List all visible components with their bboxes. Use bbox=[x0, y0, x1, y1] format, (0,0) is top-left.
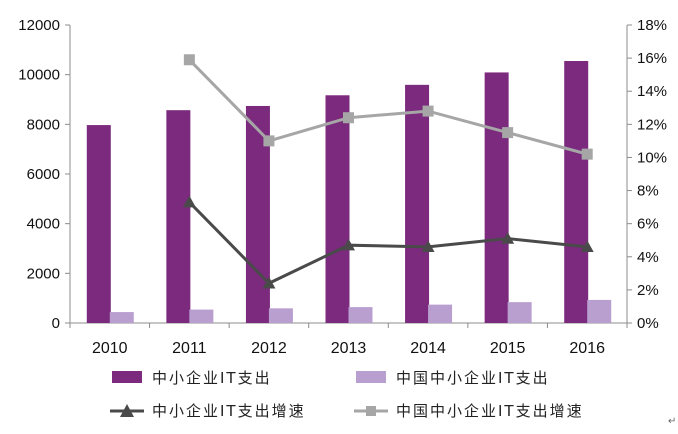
growth-china-sme-point bbox=[263, 135, 275, 147]
right-tick-label: 2% bbox=[637, 282, 659, 299]
bar-china-sme-it-spending bbox=[507, 302, 532, 323]
growth-sme-point bbox=[501, 232, 515, 244]
left-tick-label: 0 bbox=[52, 315, 60, 332]
legend-sme-growth-marker bbox=[120, 404, 134, 417]
legend-china-sme-it-spending-swatch bbox=[356, 371, 386, 383]
growth-china-sme-line bbox=[188, 58, 588, 156]
growth-sme-point bbox=[421, 240, 435, 253]
x-tick-label: 2012 bbox=[251, 340, 287, 357]
legend-sme-growth-label: 中小企业IT支出增速 bbox=[152, 402, 306, 420]
bar-sme-it-spending bbox=[166, 110, 191, 323]
x-tick-label: 2016 bbox=[569, 340, 605, 357]
corner-mark: ↵ bbox=[668, 416, 676, 427]
legend-china-sme-growth-label: 中国中小企业IT支出增速 bbox=[396, 402, 584, 420]
left-tick-label: 6000 bbox=[27, 166, 60, 183]
right-tick-label: 0% bbox=[637, 315, 659, 332]
growth-china-sme-point bbox=[183, 54, 195, 66]
bars bbox=[86, 61, 612, 324]
x-tick-label: 2014 bbox=[410, 340, 446, 357]
lines bbox=[182, 54, 594, 289]
growth-sme-point bbox=[262, 276, 276, 289]
right-tick-label: 12% bbox=[637, 116, 667, 133]
growth-china-sme-point bbox=[581, 148, 593, 160]
x-tick-label: 2015 bbox=[490, 340, 526, 357]
right-tick-label: 18% bbox=[637, 17, 667, 34]
bar-sme-it-spending bbox=[405, 84, 430, 324]
x-tick-label: 2011 bbox=[172, 340, 207, 357]
bar-china-sme-it-spending bbox=[268, 308, 293, 323]
bar-sme-it-spending bbox=[564, 61, 589, 324]
right-tick-label: 16% bbox=[637, 50, 667, 67]
left-tick-label: 10000 bbox=[18, 67, 60, 84]
bar-sme-it-spending bbox=[86, 125, 111, 323]
legend-sme-it-spending-swatch bbox=[112, 371, 142, 383]
growth-china-sme-point bbox=[502, 127, 514, 139]
left-tick-label: 12000 bbox=[18, 17, 60, 34]
right-tick-label: 6% bbox=[637, 216, 659, 233]
bar-sme-it-spending bbox=[484, 72, 509, 323]
bar-china-sme-it-spending bbox=[587, 299, 612, 323]
legend-china-sme-it-spending-label: 中国中小企业IT支出 bbox=[396, 369, 550, 387]
growth-sme-point bbox=[580, 240, 594, 253]
bar-china-sme-it-spending bbox=[348, 307, 373, 323]
left-tick-label: 8000 bbox=[27, 116, 60, 133]
right-tick-label: 14% bbox=[637, 83, 667, 100]
growth-china-sme-point bbox=[422, 105, 434, 117]
x-tick-label: 2013 bbox=[331, 340, 367, 357]
x-tick-label: 2010 bbox=[92, 340, 128, 357]
bar-china-sme-it-spending bbox=[189, 309, 214, 323]
right-tick-label: 8% bbox=[637, 183, 659, 200]
legend-sme-it-spending-label: 中小企业IT支出 bbox=[152, 369, 272, 387]
right-tick-label: 4% bbox=[637, 249, 659, 266]
growth-sme-line bbox=[188, 201, 588, 286]
growth-sme-point bbox=[182, 195, 196, 208]
left-tick-label: 4000 bbox=[27, 216, 60, 233]
bar-sme-it-spending bbox=[325, 95, 350, 323]
axes: 0 2000 4000 6000 8000 10000 12000 0% 2% 4% 6% 8% 10%… bbox=[18, 17, 667, 357]
legend-china-sme-growth-marker bbox=[366, 406, 376, 416]
bar-china-sme-it-spending bbox=[428, 304, 453, 323]
growth-china-sme-point bbox=[343, 112, 354, 124]
left-tick-label: 2000 bbox=[27, 265, 60, 282]
right-tick-label: 10% bbox=[637, 149, 667, 166]
bar-china-sme-it-spending bbox=[109, 312, 134, 323]
growth-sme-point bbox=[342, 238, 355, 251]
